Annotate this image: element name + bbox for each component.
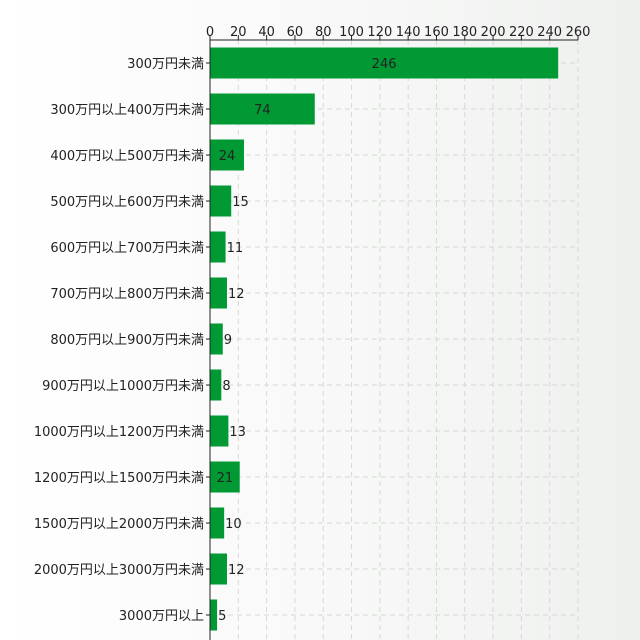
value-label: 21: [217, 471, 234, 486]
x-tick-label: 100: [339, 25, 364, 40]
x-tick-label: 80: [315, 25, 332, 40]
x-tick-label: 140: [396, 25, 421, 40]
category-label: 3000万円以上: [119, 609, 204, 624]
x-tick-label: 40: [258, 25, 275, 40]
value-label: 24: [219, 149, 236, 164]
value-label: 8: [222, 379, 230, 394]
category-label: 500万円以上600万円未満: [50, 195, 204, 210]
x-tick-label: 0: [206, 25, 214, 40]
category-label: 300万円以上400万円未満: [50, 103, 204, 118]
value-label: 15: [232, 195, 249, 210]
bar: [210, 93, 315, 125]
bar: [210, 599, 218, 631]
bar: [210, 553, 227, 585]
category-label: 1200万円以上1500万円未満: [34, 471, 204, 486]
category-label: 800万円以上900万円未満: [50, 333, 204, 348]
x-tick-label: 20: [230, 25, 247, 40]
category-label: 400万円以上500万円未満: [50, 149, 204, 164]
bar: [210, 139, 244, 171]
category-label: 1000万円以上1200万円未満: [34, 425, 204, 440]
value-label: 74: [254, 103, 271, 118]
value-label: 9: [224, 333, 232, 348]
value-label: 10: [225, 517, 242, 532]
value-label: 12: [228, 563, 245, 578]
gridlines: [210, 40, 579, 640]
axes: [206, 35, 579, 640]
x-tick-label: 60: [287, 25, 304, 40]
bar: [210, 185, 232, 217]
x-tick-label: 240: [537, 25, 562, 40]
bar: [210, 369, 222, 401]
value-label: 5: [218, 609, 226, 624]
category-label: 700万円以上800万円未満: [50, 287, 204, 302]
x-tick-label: 120: [367, 25, 392, 40]
value-label: 11: [227, 241, 244, 256]
category-label: 600万円以上700万円未満: [50, 241, 204, 256]
labels: 0 20 40 60 80 100 120 140 160 180 200 220 240 260300万…: [34, 25, 591, 624]
x-tick-label: 220: [509, 25, 534, 40]
category-label: 2000万円以上3000万円未満: [34, 563, 204, 578]
bar: [210, 415, 229, 447]
category-label: 1500万円以上2000万円未満: [34, 517, 204, 532]
value-label: 246: [372, 57, 397, 72]
value-label: 13: [229, 425, 246, 440]
bars: [210, 47, 559, 631]
bar: [210, 323, 223, 355]
bar: [210, 47, 559, 79]
x-tick-label: 160: [424, 25, 449, 40]
bar: [210, 461, 240, 493]
value-label: 12: [228, 287, 245, 302]
category-label: 900万円以上1000万円未満: [42, 379, 204, 394]
bar: [210, 231, 226, 263]
x-tick-label: 200: [481, 25, 506, 40]
bar: [210, 507, 225, 539]
x-tick-label: 180: [452, 25, 477, 40]
bar: [210, 277, 227, 309]
x-tick-label: 260: [566, 25, 591, 40]
category-label: 300万円未満: [127, 57, 204, 72]
